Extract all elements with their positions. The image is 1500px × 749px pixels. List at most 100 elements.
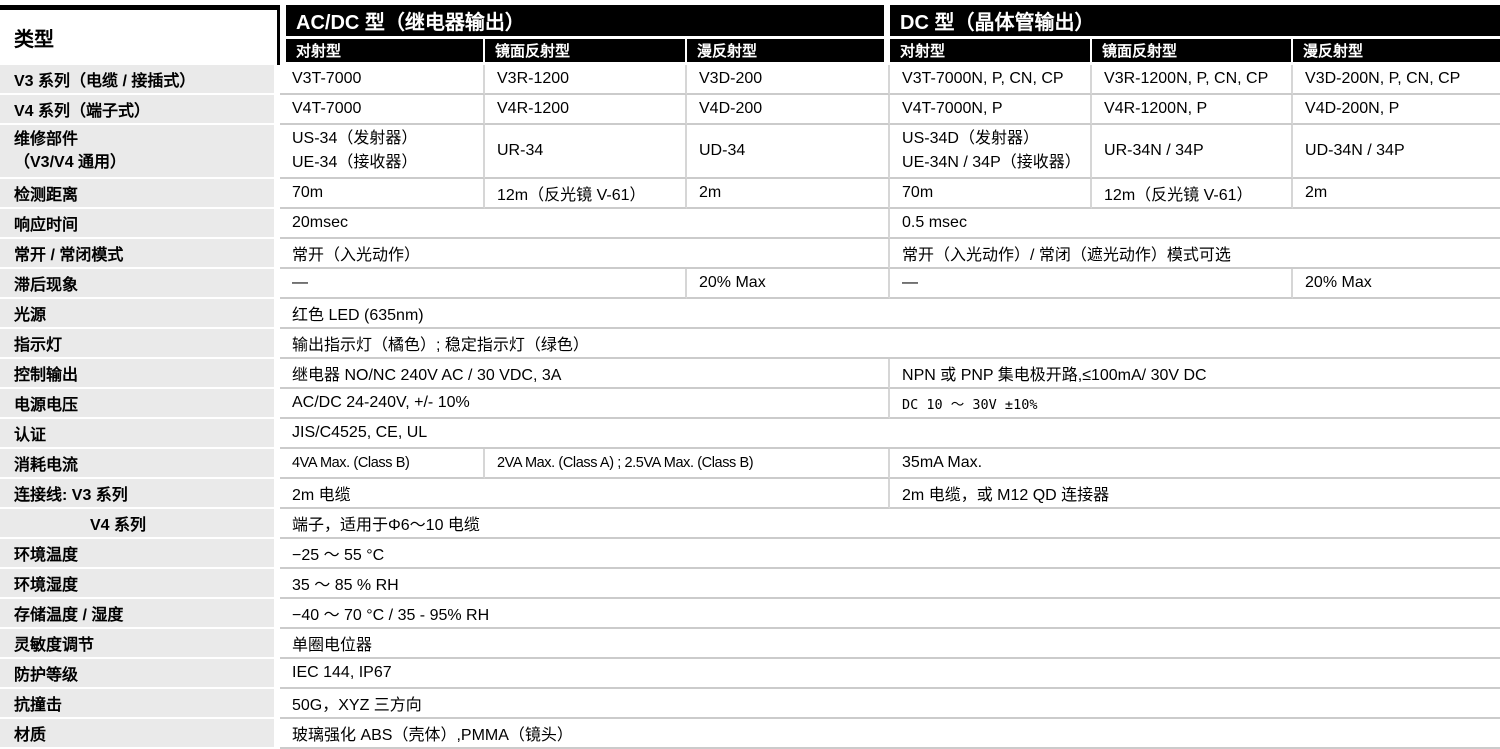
spec-cell: 70m bbox=[890, 179, 1093, 209]
row-label-line2: （V3/V4 通用） bbox=[14, 154, 127, 171]
row-label: V3 系列（电缆 / 接插式） bbox=[0, 65, 280, 95]
spec-cell: 2m 电缆 bbox=[280, 479, 891, 509]
subheader-diffuse-dc: 漫反射型 bbox=[1293, 39, 1500, 65]
table-row: 认证 JIS/C4525, CE, UL bbox=[0, 419, 1500, 449]
spec-cell: 端子，适用于Φ6～10 电缆 bbox=[280, 509, 1500, 539]
spec-cell: V3D-200 bbox=[687, 65, 891, 95]
spec-cell: UR-34N / 34P bbox=[1092, 125, 1294, 179]
subheader-retroreflective-dc: 镜面反射型 bbox=[1092, 39, 1294, 65]
spec-cell: — bbox=[890, 269, 1294, 299]
spec-cell-line: UE-34（接收器） bbox=[292, 154, 418, 171]
table-row: 防护等级 IEC 144, IP67 bbox=[0, 659, 1500, 689]
spec-cell: −40 ～ 70 °C / 35 - 95% RH bbox=[280, 599, 1500, 629]
subheader-through-beam-dc: 对射型 bbox=[890, 39, 1093, 65]
spec-cell: AC/DC 24-240V, +/- 10% bbox=[280, 389, 891, 419]
spec-cell-line: US-34（发射器） bbox=[292, 130, 418, 147]
table-row: 维修部件 （V3/V4 通用） US-34（发射器） UE-34（接收器） UR-34 U… bbox=[0, 125, 1500, 179]
spec-cell: 红色 LED (635nm) bbox=[280, 299, 1500, 329]
subheader-diffuse-acdc: 漫反射型 bbox=[687, 39, 891, 65]
spec-cell: V3R-1200N, P, CN, CP bbox=[1092, 65, 1294, 95]
row-label: 电源电压 bbox=[0, 389, 280, 419]
spec-cell: NPN 或 PNP 集电极开路,≤100mA/ 30V DC bbox=[890, 359, 1500, 389]
spec-cell: DC 10 ～ 30V ±10% bbox=[890, 389, 1500, 419]
spec-cell: US-34D（发射器） UE-34N / 34P（接收器） bbox=[890, 125, 1093, 179]
spec-cell: 20% Max bbox=[1293, 269, 1500, 299]
spec-cell: V4T-7000 bbox=[280, 95, 485, 125]
table-row: 连接线: V3 系列 2m 电缆 2m 电缆，或 M12 QD 连接器 bbox=[0, 479, 1500, 509]
table-row: 环境温度 −25 ～ 55 °C bbox=[0, 539, 1500, 569]
spec-cell: 12m（反光镜 V-61） bbox=[1092, 179, 1294, 209]
table-row: V4 系列（端子式） V4T-7000 V4R-1200 V4D-200 V4T-700… bbox=[0, 95, 1500, 125]
table-row: 控制输出 继电器 NO/NC 240V AC / 30 VDC, 3A NPN 或 … bbox=[0, 359, 1500, 389]
corner-label: 类型 bbox=[0, 5, 280, 65]
spec-cell: V4R-1200N, P bbox=[1092, 95, 1294, 125]
subheader-through-beam-acdc: 对射型 bbox=[280, 39, 485, 65]
spec-cell-line: UE-34N / 34P（接收器） bbox=[902, 154, 1081, 171]
table-row: 光源 红色 LED (635nm) bbox=[0, 299, 1500, 329]
row-label: 滞后现象 bbox=[0, 269, 280, 299]
row-label: 控制输出 bbox=[0, 359, 280, 389]
table-row: 消耗电流 4VA Max. (Class B) 2VA Max. (Class A)… bbox=[0, 449, 1500, 479]
table-row: 存储温度 / 湿度 −40 ～ 70 °C / 35 - 95% RH bbox=[0, 599, 1500, 629]
row-label: 指示灯 bbox=[0, 329, 280, 359]
table-row: 电源电压 AC/DC 24-240V, +/- 10% DC 10 ～ 30V ±1… bbox=[0, 389, 1500, 419]
spec-cell: V3T-7000N, P, CN, CP bbox=[890, 65, 1093, 95]
spec-cell: 12m（反光镜 V-61） bbox=[485, 179, 687, 209]
table-row: 指示灯 输出指示灯（橘色）; 稳定指示灯（绿色） bbox=[0, 329, 1500, 359]
spec-cell: 20msec bbox=[280, 209, 891, 239]
row-label: 消耗电流 bbox=[0, 449, 280, 479]
spec-table: 类型 AC/DC 型（继电器输出） DC 型（晶体管输出） 对射型 镜面反射型 … bbox=[0, 5, 1500, 749]
header-group-row: 类型 AC/DC 型（继电器输出） DC 型（晶体管输出） bbox=[0, 5, 1500, 65]
row-label: 环境温度 bbox=[0, 539, 280, 569]
spec-cell: JIS/C4525, CE, UL bbox=[280, 419, 1500, 449]
spec-cell: 输出指示灯（橘色）; 稳定指示灯（绿色） bbox=[280, 329, 1500, 359]
row-label: 常开 / 常闭模式 bbox=[0, 239, 280, 269]
spec-cell: IEC 144, IP67 bbox=[280, 659, 1500, 689]
table-row: 环境湿度 35 ～ 85 % RH bbox=[0, 569, 1500, 599]
row-label: 材质 bbox=[0, 719, 280, 749]
table-row: 检测距离 70m 12m（反光镜 V-61） 2m 70m 12m（反光镜 V-61） 2m bbox=[0, 179, 1500, 209]
spec-cell: 20% Max bbox=[687, 269, 891, 299]
spec-cell: 2VA Max. (Class A) ; 2.5VA Max. (Class B… bbox=[485, 449, 891, 479]
spec-cell: 35 ～ 85 % RH bbox=[280, 569, 1500, 599]
spec-cell: V4T-7000N, P bbox=[890, 95, 1093, 125]
table-row: 材质 玻璃强化 ABS（壳体）,PMMA（镜头） bbox=[0, 719, 1500, 749]
row-label: 响应时间 bbox=[0, 209, 280, 239]
spec-cell: V4D-200N, P bbox=[1293, 95, 1500, 125]
spec-cell: 4VA Max. (Class B) bbox=[280, 449, 485, 479]
spec-cell: V3T-7000 bbox=[280, 65, 485, 95]
spec-cell: 70m bbox=[280, 179, 485, 209]
row-label: 连接线: V3 系列 bbox=[0, 479, 280, 509]
table-row: V4 系列 端子，适用于Φ6～10 电缆 bbox=[0, 509, 1500, 539]
spec-cell: — bbox=[280, 269, 687, 299]
spec-cell: 0.5 msec bbox=[890, 209, 1500, 239]
spec-cell: V4R-1200 bbox=[485, 95, 687, 125]
spec-cell: US-34（发射器） UE-34（接收器） bbox=[280, 125, 485, 179]
spec-cell: UD-34N / 34P bbox=[1293, 125, 1500, 179]
spec-cell: 玻璃强化 ABS（壳体）,PMMA（镜头） bbox=[280, 719, 1500, 749]
spec-cell: −25 ～ 55 °C bbox=[280, 539, 1500, 569]
spec-cell: V3R-1200 bbox=[485, 65, 687, 95]
table-row: V3 系列（电缆 / 接插式） V3T-7000 V3R-1200 V3D-200 V3… bbox=[0, 65, 1500, 95]
spec-cell: 常开（入光动作）/ 常闭（遮光动作）模式可选 bbox=[890, 239, 1500, 269]
table-row: 抗撞击 50G，XYZ 三方向 bbox=[0, 689, 1500, 719]
header-subtype-row: 对射型 镜面反射型 漫反射型 对射型 镜面反射型 漫反射型 bbox=[0, 39, 1500, 65]
group-header-dc: DC 型（晶体管输出） bbox=[890, 5, 1500, 39]
spec-cell: V4D-200 bbox=[687, 95, 891, 125]
spec-cell: 50G，XYZ 三方向 bbox=[280, 689, 1500, 719]
table-row: 灵敏度调节 单圈电位器 bbox=[0, 629, 1500, 659]
spec-cell: 2m 电缆，或 M12 QD 连接器 bbox=[890, 479, 1500, 509]
spec-cell: 单圈电位器 bbox=[280, 629, 1500, 659]
spec-cell: 35mA Max. bbox=[890, 449, 1500, 479]
row-label: 光源 bbox=[0, 299, 280, 329]
row-label: 维修部件 （V3/V4 通用） bbox=[0, 125, 280, 179]
group-header-acdc: AC/DC 型（继电器输出） bbox=[280, 5, 891, 39]
spec-cell-line: US-34D（发射器） bbox=[902, 130, 1039, 147]
row-label: 认证 bbox=[0, 419, 280, 449]
row-label: V4 系列（端子式） bbox=[0, 95, 280, 125]
row-label: 检测距离 bbox=[0, 179, 280, 209]
row-label: V4 系列 bbox=[0, 509, 280, 539]
spec-cell: 2m bbox=[1293, 179, 1500, 209]
subheader-retroreflective-acdc: 镜面反射型 bbox=[485, 39, 687, 65]
